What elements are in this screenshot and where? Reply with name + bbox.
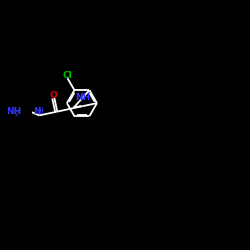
Text: 2: 2 [15,111,19,117]
Text: NH: NH [75,92,90,102]
Text: Cl: Cl [62,71,72,80]
Text: H: H [37,107,43,116]
Text: O: O [49,91,57,100]
Text: NH: NH [6,107,21,116]
Text: N: N [34,107,41,116]
